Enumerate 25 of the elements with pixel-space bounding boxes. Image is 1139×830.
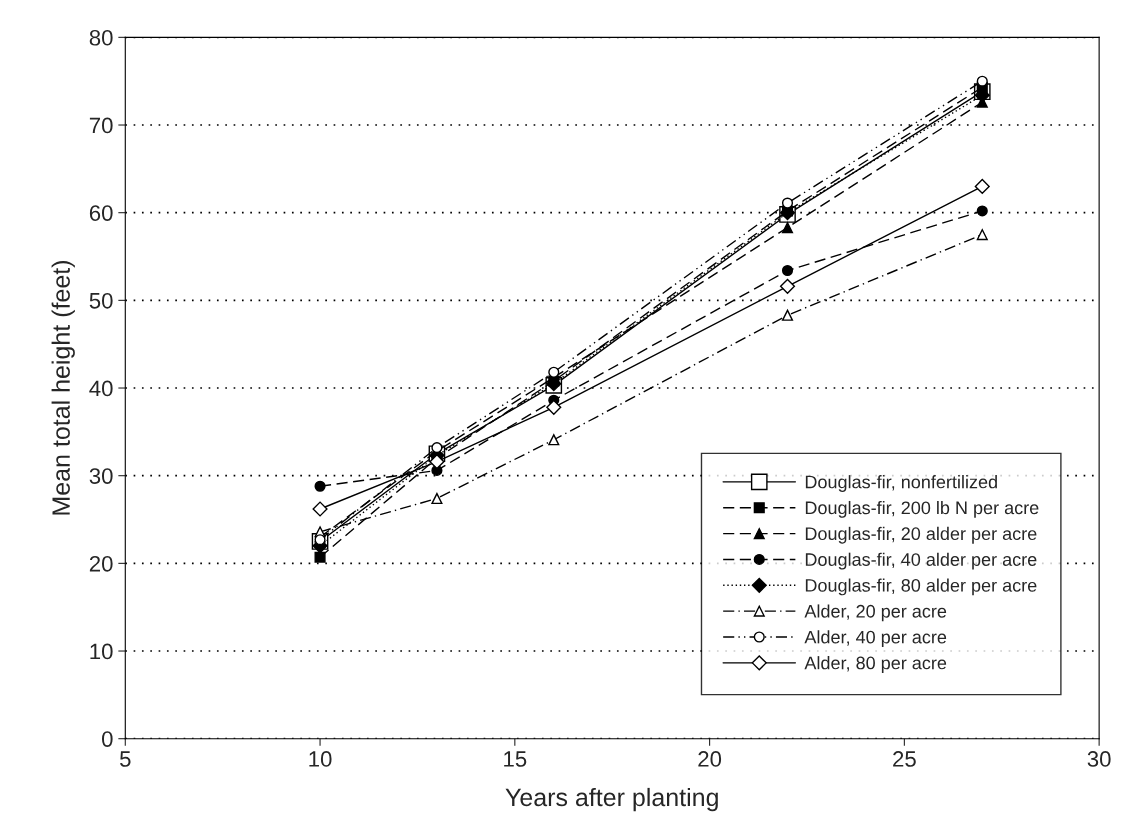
x-tick-label: 5 xyxy=(120,751,131,767)
legend-label: Douglas-fir, 20 alder per acre xyxy=(805,526,1037,544)
y-tick-label: 80 xyxy=(89,29,113,46)
legend-label: Douglas-fir, nonfertilized xyxy=(805,475,997,492)
legend-label: Alder, 80 per acre xyxy=(804,656,947,673)
legend-label: Douglas-fir, 200 lb N per acre xyxy=(805,500,1039,518)
y-axis-title: Mean total height (feet) xyxy=(51,261,75,515)
y-tick-label: 50 xyxy=(89,292,113,309)
x-tick-label: 25 xyxy=(893,751,916,767)
y-tick-label: 0 xyxy=(101,731,113,747)
y-tick-label: 20 xyxy=(89,555,113,572)
y-tick-label: 10 xyxy=(90,643,113,660)
legend-label: Alder, 40 per acre xyxy=(804,630,947,648)
legend-label: Douglas-fir, 80 alder per acre xyxy=(805,578,1037,596)
x-axis-title: Years after planting xyxy=(505,787,718,812)
legend-label: Douglas-fir, 40 alder per acre xyxy=(805,552,1037,570)
y-tick-label: 30 xyxy=(89,468,113,484)
x-tick-label: 30 xyxy=(1087,751,1111,767)
x-tick-label: 15 xyxy=(504,751,527,767)
y-tick-label: 60 xyxy=(89,205,113,221)
y-tick-label: 70 xyxy=(89,117,113,134)
y-tick-label: 40 xyxy=(89,380,113,397)
x-tick-label: 10 xyxy=(309,751,332,767)
legend-label: Alder, 20 per acre xyxy=(804,604,947,622)
x-tick-label: 20 xyxy=(698,751,722,767)
